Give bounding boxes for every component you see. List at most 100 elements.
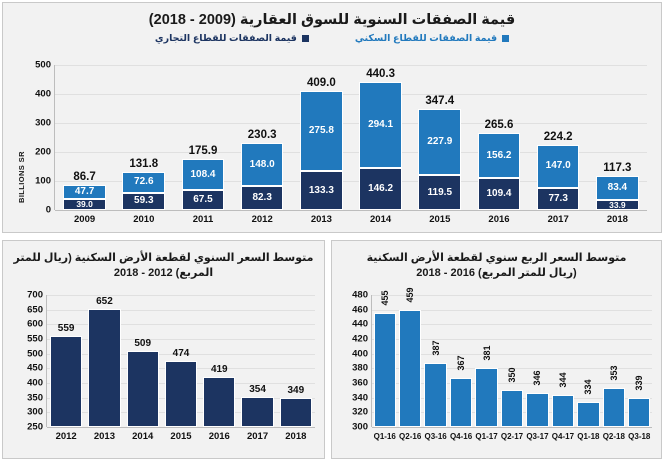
y-axis-tick-label: 480 — [352, 289, 368, 301]
bar-value-label: 156.2 — [486, 149, 512, 161]
bar-segment-commercial[interactable]: 119.5 — [418, 175, 462, 210]
gridline — [47, 324, 315, 326]
x-axis-tick-label: 2012 — [251, 214, 273, 225]
gridline — [372, 368, 652, 370]
bar-value-label: 334 — [583, 379, 594, 395]
square-marker — [301, 35, 309, 42]
chart-legend: قيمة الصفقات للقطاع السكني قيمة الصفقات … — [3, 33, 661, 44]
x-axis-tick-label: 2014 — [370, 214, 392, 225]
gridline — [372, 383, 652, 384]
table-row[interactable] — [577, 402, 600, 427]
y-axis-tick-label: 300 — [35, 117, 51, 129]
x-axis-tick-label: Q3-16 — [424, 432, 447, 441]
y-axis-tick-label: 250 — [27, 421, 43, 433]
table-row[interactable] — [398, 310, 422, 427]
gridline — [372, 353, 652, 355]
table-row[interactable]: 109.4 156.2 265.6 — [477, 65, 521, 210]
bar-segment-commercial[interactable]: 33.9 — [596, 200, 639, 210]
table-row[interactable]: 33.9 83.4 117.3 — [596, 65, 639, 210]
table-row[interactable]: 77.3 147.0 224.2 — [536, 65, 580, 210]
table-row[interactable] — [424, 363, 447, 427]
bar-segment-commercial[interactable]: 82.3 — [240, 186, 284, 210]
gridline — [55, 181, 647, 182]
table-row[interactable] — [449, 377, 473, 427]
table-row[interactable] — [500, 390, 524, 427]
table-row[interactable] — [279, 397, 312, 427]
x-axis-tick-label: Q4-16 — [449, 432, 473, 441]
bar-segment-commercial[interactable]: 39.0 — [63, 198, 106, 210]
bar-value-label: 344 — [557, 372, 568, 388]
table-row[interactable] — [88, 309, 121, 427]
table-row[interactable]: 59.3 72.6 131.8 — [122, 65, 166, 210]
bar-segment-residential[interactable]: 294.1 — [359, 82, 402, 168]
bar-segment-commercial[interactable]: 67.5 — [181, 190, 225, 210]
title-line-1: متوسط السعر السنوي لقطعة الأرض السكنية (… — [13, 252, 314, 264]
table-row[interactable] — [526, 393, 549, 427]
bar-value-label: 59.3 — [134, 195, 154, 207]
bar-segment-residential[interactable]: 148.0 — [240, 143, 284, 187]
table-row[interactable] — [475, 367, 498, 427]
bar-segment-residential[interactable]: 108.4 — [181, 159, 225, 191]
table-row[interactable] — [373, 313, 396, 427]
table-row[interactable]: 82.3 148.0 230.3 — [240, 65, 284, 210]
y-axis-tick-label: 300 — [352, 421, 368, 433]
table-row[interactable]: 119.5 227.9 347.4 — [418, 65, 462, 210]
legend-item-residential[interactable]: قيمة الصفقات للقطاع السكني — [355, 33, 510, 44]
bar-value-label: 67.5 — [193, 194, 213, 206]
table-row[interactable]: 39.0 47.7 86.7 — [63, 65, 106, 210]
bar-total-label: 131.8 — [129, 157, 159, 170]
y-axis-tick-label: 360 — [352, 377, 368, 389]
bar-total-label: 175.9 — [188, 145, 218, 157]
y-axis-tick-label: 200 — [35, 146, 51, 158]
table-row[interactable] — [602, 388, 625, 427]
bar-value-label: 47.7 — [74, 185, 95, 197]
x-axis-tick-label: 2013 — [310, 214, 332, 225]
y-axis-tick-label: 0 — [45, 204, 51, 216]
bar-value-label: 367 — [456, 355, 467, 371]
gridline — [55, 65, 647, 66]
bar-value-label: 275.8 — [308, 125, 334, 137]
bar-value-label: 39.0 — [76, 199, 93, 210]
table-row[interactable] — [203, 377, 236, 427]
bar-segment-commercial[interactable]: 109.4 — [477, 178, 521, 210]
table-row[interactable] — [126, 351, 159, 427]
y-axis-tick-label: 400 — [352, 348, 368, 360]
bar-segment-residential[interactable]: 275.8 — [300, 91, 343, 172]
bar-segment-residential[interactable]: 83.4 — [596, 176, 639, 201]
x-axis-tick-label: Q3-17 — [526, 432, 549, 441]
bar-segment-commercial[interactable]: 59.3 — [122, 192, 166, 210]
table-row[interactable] — [241, 396, 274, 427]
bar-segment-residential[interactable]: 72.6 — [122, 171, 166, 193]
table-row[interactable]: 146.2 294.1 440.3 — [359, 65, 402, 210]
bar-value-label: 133.3 — [308, 184, 334, 196]
y-axis-tick-label: 400 — [27, 377, 43, 389]
gridline — [372, 309, 652, 311]
gridline — [372, 295, 652, 296]
bar-value-label: 147.0 — [545, 160, 571, 172]
table-row[interactable] — [164, 361, 198, 427]
bar-total-label: 224.2 — [543, 130, 573, 143]
x-axis-tick-label: Q2-16 — [399, 432, 422, 441]
bar-value-label: 33.9 — [609, 199, 626, 210]
bar-segment-residential[interactable]: 156.2 — [477, 132, 521, 179]
y-axis-tick-label: 300 — [27, 406, 43, 418]
x-axis-tick-label: 2012 — [55, 431, 77, 442]
bar-value-label: 294.1 — [368, 118, 394, 130]
bar-segment-commercial[interactable]: 133.3 — [300, 171, 343, 210]
bar-value-label: 559 — [57, 323, 75, 335]
y-axis-tick-label: 440 — [352, 318, 368, 330]
bar-segment-residential[interactable]: 147.0 — [536, 144, 580, 188]
table-row[interactable]: 133.3 275.8 409.0 — [300, 65, 343, 210]
bar-segment-commercial[interactable]: 146.2 — [359, 167, 402, 210]
bar-segment-commercial[interactable]: 77.3 — [536, 187, 580, 210]
legend-item-commercial[interactable]: قيمة الصفقات للقطاع التجاري — [155, 33, 309, 44]
y-axis-tick-label: 500 — [27, 348, 43, 360]
bar-segment-residential[interactable]: 227.9 — [418, 109, 462, 176]
x-axis-tick-label: Q3-18 — [628, 432, 651, 441]
table-row[interactable] — [628, 398, 651, 427]
bar-segment-residential[interactable]: 47.7 — [63, 184, 106, 199]
table-row[interactable]: 67.5 108.4 175.9 — [181, 65, 225, 210]
table-row[interactable] — [50, 336, 83, 427]
table-row[interactable] — [551, 394, 575, 427]
x-axis-tick-label: Q1-16 — [373, 432, 396, 441]
